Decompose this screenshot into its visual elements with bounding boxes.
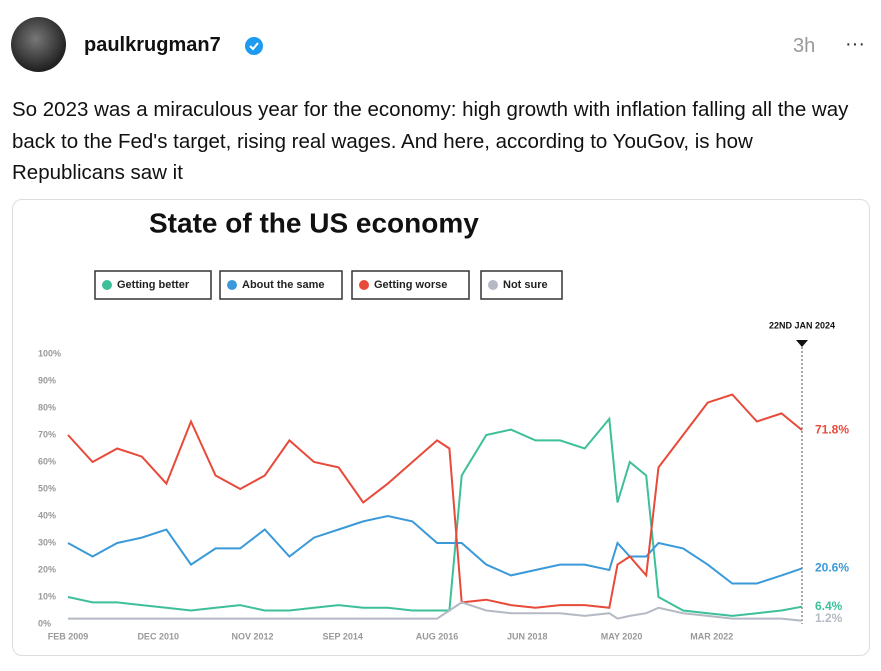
end-label: 20.6%: [815, 561, 849, 575]
series-line: [67, 416, 803, 617]
x-tick-label: AUG 2016: [416, 631, 459, 641]
verified-badge: [245, 37, 263, 55]
author[interactable]: paulkrugman7: [84, 34, 221, 56]
legend-box: [219, 270, 343, 300]
end-label: 71.8%: [815, 422, 849, 436]
legend-box: [351, 270, 470, 300]
timestamp: 3h: [793, 35, 816, 57]
annotation-marker: [796, 340, 808, 347]
y-tick-label: 100%: [38, 348, 61, 358]
x-tick-label: SEP 2014: [323, 631, 363, 641]
y-tick-label: 30%: [38, 537, 56, 547]
legend-label: Getting better: [117, 279, 190, 291]
legend-label: Getting worse: [374, 279, 447, 291]
y-tick-label: 70%: [38, 429, 56, 439]
y-tick-label: 40%: [38, 510, 56, 520]
legend-box: [94, 270, 212, 300]
y-tick-label: 50%: [38, 483, 56, 493]
y-tick-label: 20%: [38, 564, 56, 574]
x-tick-label: NOV 2012: [232, 631, 274, 641]
end-label: 6.4%: [815, 599, 843, 613]
series-line: [68, 601, 803, 622]
chart-card[interactable]: [12, 199, 870, 656]
post-text: So 2023 was a miraculous year for the ec…: [12, 98, 849, 184]
more-button[interactable]: ···: [845, 33, 865, 55]
legend-swatch: [227, 280, 237, 290]
y-tick-label: 80%: [38, 402, 56, 412]
end-label: 1.2%: [815, 611, 843, 625]
legend-swatch: [102, 280, 112, 290]
annotation: 22ND JAN 2024: [769, 320, 835, 330]
x-tick-label: MAR 2022: [690, 631, 733, 641]
legend-swatch: [359, 280, 369, 290]
y-tick-label: 60%: [38, 456, 56, 466]
x-tick-label: FEB 2009: [48, 631, 89, 641]
legend-swatch: [488, 280, 498, 290]
series-line: [67, 393, 803, 609]
legend-label: About the same: [242, 279, 325, 291]
y-tick-label: 10%: [38, 591, 56, 601]
x-tick-label: MAY 2020: [601, 631, 643, 641]
legend-label: Not sure: [503, 279, 548, 291]
avatar[interactable]: [11, 17, 66, 72]
y-tick-label: 90%: [38, 375, 56, 385]
chart-title: State of the US economy: [149, 207, 479, 238]
x-tick-label: JUN 2018: [507, 631, 548, 641]
x-tick-label: DEC 2010: [137, 631, 179, 641]
series-line: [67, 514, 803, 585]
y-tick-label: 0%: [38, 618, 51, 628]
